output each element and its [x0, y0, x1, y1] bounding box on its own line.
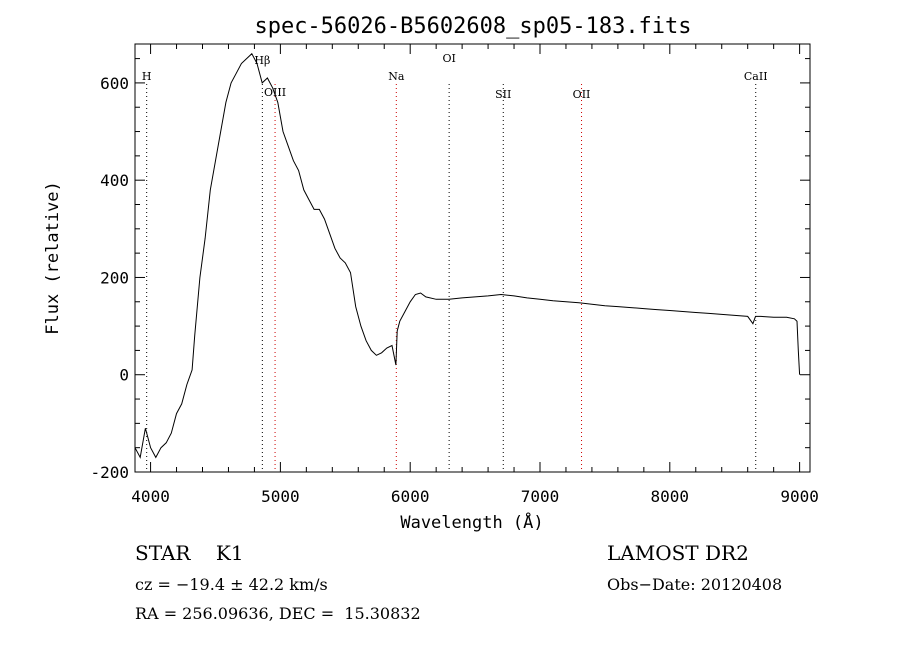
- line-marker-label: OIII: [264, 86, 286, 99]
- spectral-line-markers: H Hβ OIII Na OI SII OII CaII: [142, 52, 768, 472]
- x-axis-label: Wavelength (Å): [400, 511, 543, 533]
- y-axis-label: Flux (relative): [43, 181, 63, 335]
- x-tick-label: 9000: [780, 487, 819, 506]
- y-axis-ticks: -200 0 200 400 600: [90, 58, 810, 482]
- coordinates: RA = 256.09636, DEC = 15.30832: [135, 604, 421, 623]
- y-tick-label: 400: [100, 171, 129, 190]
- y-tick-label: 0: [119, 366, 129, 385]
- star-class: STAR K1: [135, 541, 244, 565]
- plot-frame: [134, 43, 811, 473]
- x-axis-ticks: 4000 5000 6000 7000 8000 9000: [131, 44, 819, 506]
- x-tick-label: 7000: [521, 487, 560, 506]
- x-tick-label: 5000: [261, 487, 300, 506]
- obs-date: Obs−Date: 20120408: [607, 575, 783, 594]
- spectrum-series-line: [134, 52, 801, 459]
- y-tick-label: 600: [100, 74, 129, 93]
- line-marker-label: OII: [573, 88, 591, 101]
- cz-value: cz = −19.4 ± 42.2 km/s: [135, 575, 328, 594]
- chart-title: spec-56026-B5602608_sp05-183.fits: [254, 14, 691, 39]
- survey-name: LAMOST DR2: [607, 541, 749, 565]
- line-marker-label: OI: [442, 52, 455, 65]
- y-tick-label: 200: [100, 268, 129, 287]
- y-tick-label: -200: [90, 463, 129, 482]
- x-tick-label: 6000: [391, 487, 430, 506]
- subclass-label: K1: [215, 541, 244, 565]
- class-label: STAR: [135, 541, 191, 565]
- x-tick-label: 8000: [651, 487, 690, 506]
- line-marker-label: H: [142, 70, 152, 83]
- line-marker-label: CaII: [744, 70, 768, 83]
- line-marker-label: SII: [495, 88, 511, 101]
- x-tick-label: 4000: [131, 487, 170, 506]
- line-marker-label: Hβ: [254, 54, 270, 67]
- line-marker-label: Na: [388, 70, 405, 83]
